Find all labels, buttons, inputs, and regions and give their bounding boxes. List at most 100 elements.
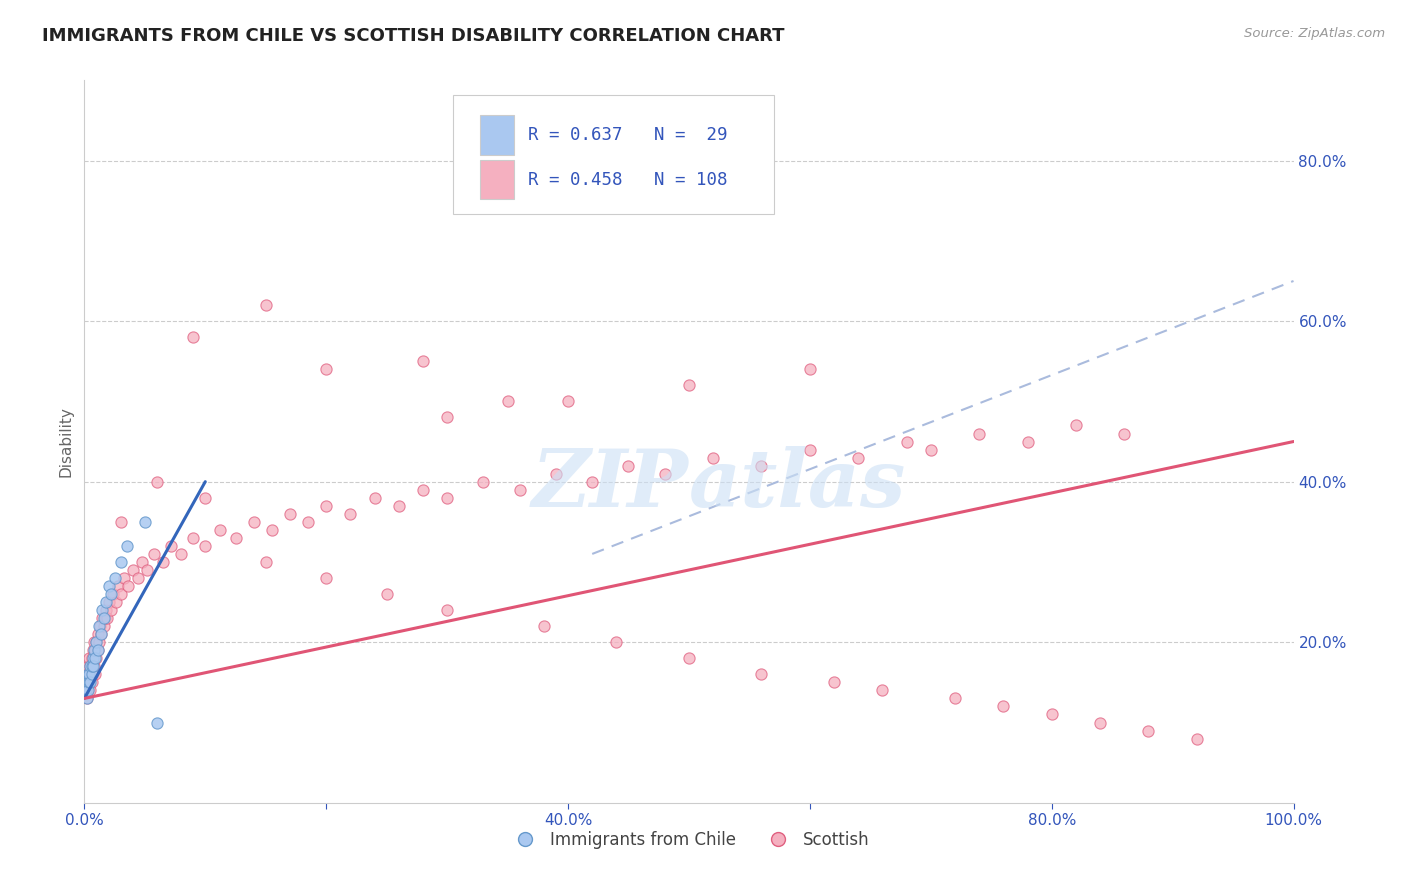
Point (799, 442, 821, 457)
Point (1114, 426, 1136, 441)
Point (87, 619, 110, 633)
Text: atlas: atlas (689, 446, 907, 524)
Point (544, 467, 567, 481)
Point (194, 539, 217, 553)
Point (170, 547, 193, 561)
Point (254, 555, 277, 569)
Text: R = 0.637   N =  29: R = 0.637 N = 29 (529, 126, 728, 144)
Point (91, 611, 114, 625)
Text: R = 0.458   N = 108: R = 0.458 N = 108 (529, 170, 728, 188)
Y-axis label: Disability: Disability (58, 406, 73, 477)
Point (1040, 707, 1063, 722)
Point (77, 667, 100, 681)
Point (388, 499, 411, 513)
Point (76, 667, 98, 681)
Point (315, 362, 337, 376)
Point (112, 571, 135, 585)
Point (751, 667, 773, 681)
Point (751, 458, 773, 473)
Point (115, 539, 138, 553)
Point (315, 571, 337, 585)
FancyBboxPatch shape (453, 95, 773, 214)
Point (1185, 731, 1208, 746)
Point (93, 619, 115, 633)
Point (79, 667, 101, 681)
Point (82, 651, 104, 665)
Point (76, 691, 98, 706)
Point (472, 475, 495, 489)
Point (107, 579, 129, 593)
Point (86, 643, 108, 657)
Point (84, 643, 107, 657)
Point (146, 715, 169, 730)
Point (77, 659, 100, 673)
Point (260, 523, 283, 537)
Point (678, 651, 700, 665)
Point (872, 683, 894, 698)
Point (242, 515, 264, 529)
Point (94, 595, 117, 609)
Point (93, 611, 115, 625)
Point (315, 499, 337, 513)
Point (412, 483, 434, 497)
Point (82, 659, 104, 673)
Point (509, 483, 531, 497)
Point (967, 426, 990, 441)
Point (110, 515, 132, 529)
Point (80, 659, 103, 673)
Bar (479, 160, 513, 200)
Point (799, 362, 821, 376)
Point (80, 675, 103, 690)
Point (77, 667, 100, 681)
Point (1137, 723, 1160, 738)
Point (121, 563, 143, 577)
Point (83, 635, 105, 649)
Point (110, 587, 132, 601)
Point (104, 595, 127, 609)
Point (76, 675, 98, 690)
Point (617, 458, 640, 473)
Point (557, 394, 579, 409)
Point (103, 587, 125, 601)
Point (82, 643, 104, 657)
Point (131, 555, 153, 569)
Point (84, 651, 107, 665)
Point (533, 619, 555, 633)
Point (79, 659, 101, 673)
Point (1064, 418, 1087, 433)
Point (87, 635, 110, 649)
Point (100, 587, 122, 601)
Point (75, 683, 97, 698)
Point (605, 635, 627, 649)
Text: IMMIGRANTS FROM CHILE VS SCOTTISH DISABILITY CORRELATION CHART: IMMIGRANTS FROM CHILE VS SCOTTISH DISABI… (42, 27, 785, 45)
Point (94, 603, 117, 617)
Point (82, 667, 104, 681)
Point (76, 675, 98, 690)
Point (94, 611, 117, 625)
Point (97, 595, 120, 609)
Point (86, 643, 108, 657)
Point (896, 434, 918, 449)
Point (104, 571, 127, 585)
Point (97, 579, 120, 593)
Point (654, 467, 676, 481)
Point (127, 571, 149, 585)
Point (79, 659, 101, 673)
Point (77, 683, 100, 698)
Point (79, 683, 101, 698)
Text: ZIP: ZIP (531, 446, 689, 524)
Point (375, 587, 398, 601)
Point (339, 507, 361, 521)
Point (160, 539, 183, 553)
Point (75, 683, 97, 698)
Point (77, 667, 100, 681)
Point (254, 298, 277, 312)
Point (110, 555, 132, 569)
Point (225, 531, 247, 545)
Point (194, 491, 217, 505)
Point (77, 675, 100, 690)
Point (80, 667, 103, 681)
Point (86, 635, 108, 649)
Point (993, 699, 1015, 714)
Point (678, 378, 700, 392)
